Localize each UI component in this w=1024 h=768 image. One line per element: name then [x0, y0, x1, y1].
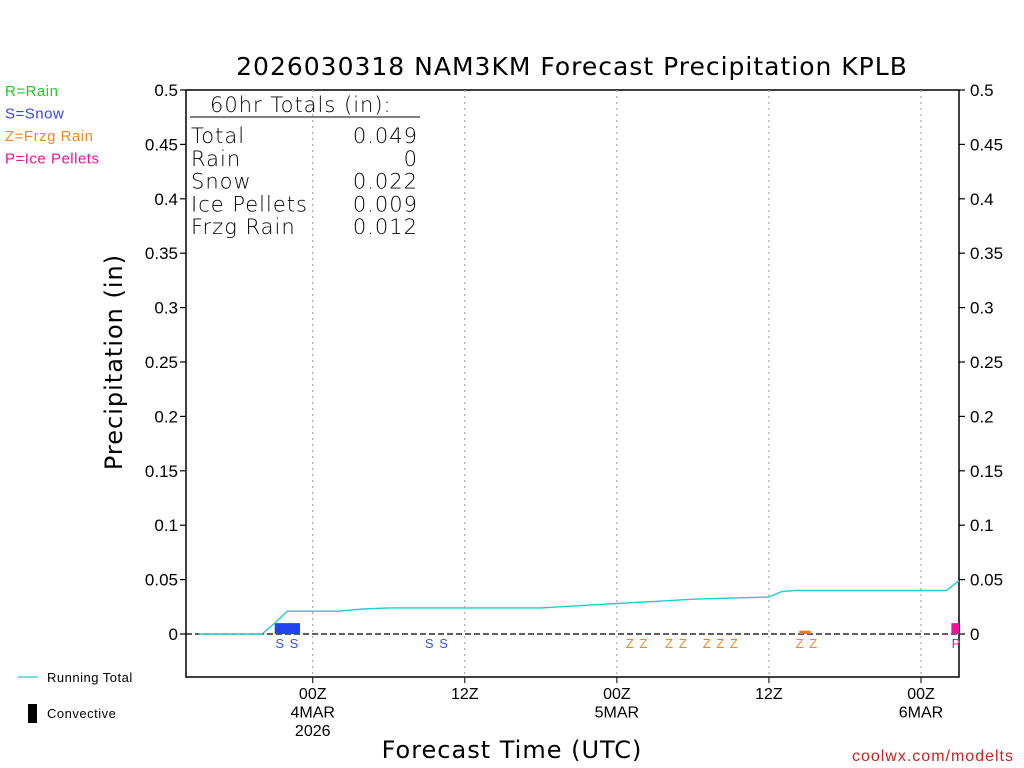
- y-axis-right: 0 0.05 0.1 0.15 0.2 0.25 0.3 0.35 0.4 0.45 0.5: [959, 81, 1003, 644]
- y-tick-label-left-10: 0.5: [154, 81, 178, 100]
- y-axis-label: Precipitation (in): [100, 254, 128, 470]
- y-tick-label-left-8: 0.4: [154, 190, 178, 209]
- y-tick-label-right-10: 0.5: [970, 81, 994, 100]
- plot-frame: [185, 89, 960, 678]
- running-total-legend: Running Total: [47, 670, 133, 685]
- legend-entry-1: S=Snow: [5, 106, 64, 123]
- x-tick-label-2-0: 00Z: [603, 686, 631, 703]
- totals-label-2: Snow: [191, 170, 252, 194]
- x-tick-label-0-2: 2026: [295, 723, 331, 740]
- type-marker-3: Z Z: [665, 636, 688, 651]
- x-tick-label-1-0: 12Z: [451, 686, 479, 703]
- y-tick-label-left-3: 0.15: [145, 462, 178, 481]
- y-tick-label-right-0: 0: [970, 625, 979, 644]
- y-tick-label-right-2: 0.1: [970, 516, 994, 535]
- y-tick-label-right-9: 0.45: [970, 135, 1003, 154]
- totals-header: 60hr Totals (in):: [210, 93, 392, 117]
- x-tick-label-3-0: 12Z: [755, 686, 783, 703]
- y-tick-label-right-4: 0.2: [970, 407, 994, 426]
- x-tick-label-4-1: 6MAR: [899, 705, 943, 722]
- grid-lines: [312, 90, 922, 677]
- type-marker-1: S S: [425, 636, 449, 651]
- totals-value-0: 0.049: [353, 124, 418, 148]
- y-tick-label-left-0: 0: [169, 625, 178, 644]
- legend-entry-2: Z=Frzg Rain: [5, 128, 93, 145]
- credit-text: coolwx.com/modelts: [852, 748, 1014, 765]
- totals-label-4: Frzg Rain: [191, 215, 296, 239]
- type-marker-4: Z Z Z: [703, 636, 739, 651]
- totals-rows: Total 0.049 Rain 0 Snow 0.022 Ice Pellets 0.009…: [191, 124, 418, 239]
- totals-label-0: Total: [191, 124, 245, 148]
- y-tick-label-left-2: 0.1: [154, 516, 178, 535]
- y-tick-label-right-8: 0.4: [970, 190, 994, 209]
- totals-value-3: 0.009: [353, 192, 418, 216]
- x-tick-label-4-0: 00Z: [907, 686, 935, 703]
- x-axis-label: Forecast Time (UTC): [382, 736, 643, 764]
- y-tick-label-right-6: 0.3: [970, 299, 994, 318]
- type-marker-6: P: [952, 636, 962, 651]
- y-axis-left: 0 0.05 0.1 0.15 0.2 0.25 0.3 0.35 0.4 0.45 0.5: [145, 81, 186, 644]
- y-tick-label-left-7: 0.35: [145, 244, 178, 263]
- precip-bar-frzg_rain: [799, 630, 811, 634]
- y-tick-label-left-1: 0.05: [145, 571, 178, 590]
- legend-entry-3: P=Ice Pellets: [5, 151, 99, 168]
- y-tick-label-right-5: 0.25: [970, 353, 1003, 372]
- totals-value-1: 0: [404, 147, 418, 171]
- y-tick-label-right-7: 0.35: [970, 244, 1003, 263]
- precip-type-legend: R=Rain S=Snow Z=Frzg Rain P=Ice Pellets: [5, 83, 99, 168]
- y-tick-label-right-3: 0.15: [970, 462, 1003, 481]
- precip-bars: [274, 623, 959, 634]
- totals-box: 60hr Totals (in):: [190, 93, 420, 118]
- totals-value-4: 0.012: [353, 215, 418, 239]
- type-marker-2: Z Z: [626, 636, 649, 651]
- x-tick-label-0-1: 4MAR: [290, 705, 334, 722]
- totals-label-3: Ice Pellets: [191, 192, 308, 216]
- y-tick-label-left-9: 0.45: [145, 135, 178, 154]
- convective-swatch: [28, 704, 37, 723]
- precip-bar-ice_pellets: [951, 623, 959, 634]
- legend-entry-0: R=Rain: [5, 83, 58, 100]
- totals-label-1: Rain: [191, 147, 241, 171]
- y-tick-label-left-6: 0.3: [154, 299, 178, 318]
- y-tick-label-right-1: 0.05: [970, 571, 1003, 590]
- totals-value-2: 0.022: [353, 170, 418, 194]
- convective-legend: Convective: [47, 706, 116, 721]
- precip-bar-snow: [274, 623, 301, 634]
- x-tick-label-2-1: 5MAR: [595, 705, 639, 722]
- y-tick-label-left-5: 0.25: [145, 353, 178, 372]
- type-marker-0: S S: [275, 636, 299, 651]
- running-total-line: [198, 580, 960, 635]
- x-tick-label-0-0: 00Z: [299, 686, 327, 703]
- y-tick-label-left-4: 0.2: [154, 407, 178, 426]
- chart-title: 2026030318 NAM3KM Forecast Precipitation…: [236, 52, 908, 81]
- type-marker-5: Z Z: [796, 636, 819, 651]
